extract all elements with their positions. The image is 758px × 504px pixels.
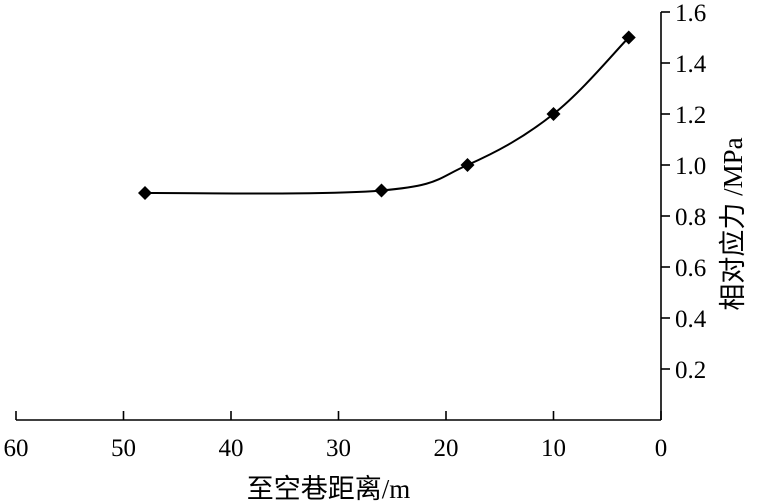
x-tick-label: 10 (541, 435, 566, 462)
series-line-0 (144, 36, 630, 195)
y-tick-label: 1.4 (675, 51, 707, 78)
data-point (460, 158, 475, 172)
axes (16, 12, 662, 421)
x-ticks: 60 50 40 30 20 10 0 (4, 411, 668, 462)
data-point (546, 107, 561, 121)
x-tick-label: 0 (655, 435, 668, 462)
series-group (138, 30, 636, 201)
y-tick-label: 0.6 (675, 255, 706, 282)
y-tick-label: 0.4 (675, 306, 707, 333)
y-tick-label: 0.2 (675, 357, 706, 384)
x-tick-label: 20 (434, 435, 459, 462)
x-tick-label: 40 (219, 435, 244, 462)
x-axis-title: 至空巷距离/m (247, 474, 411, 504)
x-tick-label: 60 (4, 435, 29, 462)
data-point (138, 186, 152, 201)
y-tick-label: 1.2 (675, 102, 706, 129)
data-point (621, 30, 636, 45)
x-tick-label: 50 (111, 435, 136, 462)
y-tick-label: 0.8 (675, 204, 706, 231)
y-ticks: 0.2 0.4 0.6 0.8 1.0 1.2 1.4 1.6 (661, 0, 707, 384)
y-tick-label: 1.6 (675, 0, 706, 27)
x-tick-label: 30 (326, 435, 351, 462)
y-tick-label: 1.0 (675, 153, 706, 180)
y-axis-title: 相对应力 /MPa (718, 137, 748, 310)
data-point (374, 183, 389, 198)
